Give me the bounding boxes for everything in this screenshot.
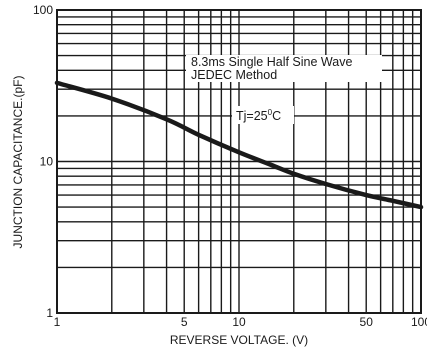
temp-superscript: 0 — [268, 108, 273, 117]
x-axis-title: REVERSE VOLTAGE. (V) — [170, 333, 308, 347]
temp-prefix: Tj=25 — [236, 109, 268, 123]
annotation-test-condition: 8.3ms Single Half Sine Wave — [191, 55, 352, 69]
annotation-temperature: Tj=250C — [236, 108, 281, 123]
x-tick-label: 5 — [181, 315, 188, 329]
y-tick-label: 10 — [40, 155, 54, 169]
x-tick-label: 1 — [54, 315, 61, 329]
temp-unit: C — [272, 109, 281, 123]
y-tick-label: 100 — [33, 3, 53, 17]
capacitance-curve — [54, 80, 424, 210]
plot-frame — [56, 9, 422, 314]
temperature-box — [232, 106, 294, 124]
annotation-group: 8.3ms Single Half Sine Wave JEDEC Method… — [186, 55, 382, 124]
y-axis-title: JUNCTION CAPACITANCE.(pF) — [11, 76, 25, 249]
tick-labels: 1 5 10 50 100 1 10 100 — [33, 3, 427, 329]
annotation-method: JEDEC Method — [191, 68, 277, 82]
annotation-box — [186, 55, 382, 82]
x-tick-label: 50 — [360, 315, 374, 329]
data-series — [54, 80, 424, 210]
x-tick-label: 10 — [232, 315, 246, 329]
y-tick-label: 1 — [46, 306, 53, 320]
x-tick-label: 100 — [411, 315, 427, 329]
